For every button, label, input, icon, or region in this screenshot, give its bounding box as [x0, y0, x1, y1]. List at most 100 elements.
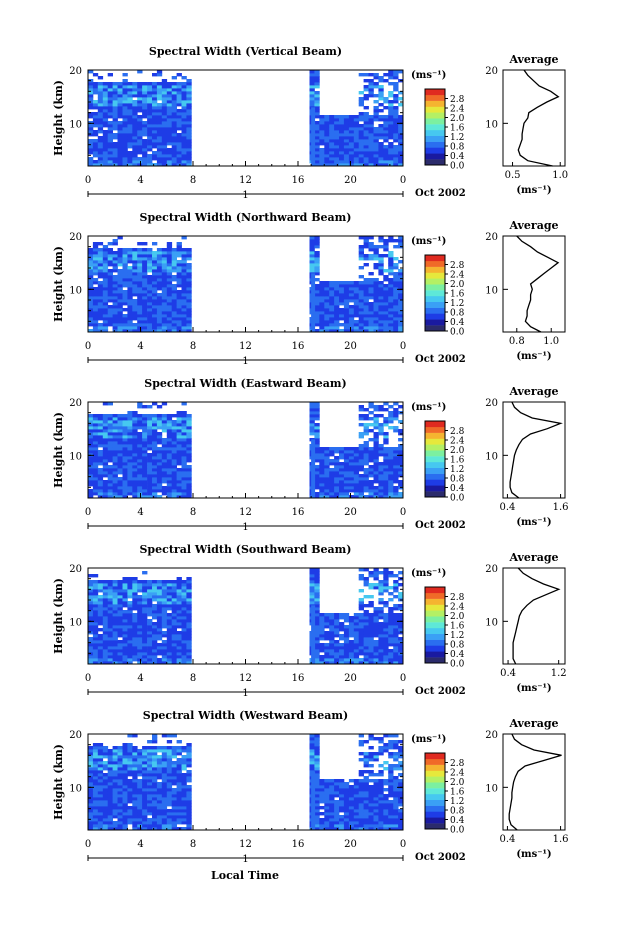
heatmap-cell [348, 465, 355, 469]
colorbar-swatch [425, 325, 445, 332]
heatmap-cell [161, 257, 168, 261]
average-y-tick-label: 20 [485, 66, 498, 77]
heatmap-cell [348, 625, 355, 629]
heatmap-cell [378, 586, 384, 590]
heatmap-cell [309, 405, 315, 409]
heatmap-cell [393, 266, 399, 270]
heatmap-cell [383, 640, 389, 644]
heatmap-cell [181, 263, 187, 267]
heatmap-cell [393, 317, 399, 321]
heatmap-cell [117, 127, 123, 131]
heatmap-cell [181, 640, 187, 644]
heatmap-cell [383, 794, 389, 798]
heatmap-cell [368, 794, 374, 798]
heatmap-cell [142, 486, 148, 490]
heatmap-cell [186, 480, 192, 484]
heatmap-cell [398, 492, 404, 496]
heatmap-cell [97, 112, 104, 116]
heatmap-cell [112, 269, 118, 273]
heatmap-cell [373, 314, 379, 318]
heatmap-cell [117, 423, 123, 427]
heatmap-cell [161, 127, 168, 131]
heatmap-cell [388, 236, 394, 240]
heatmap-cell [353, 139, 360, 143]
heatmap-cell [156, 417, 163, 421]
heatmap-cell [398, 631, 404, 635]
heatmap-cell [122, 468, 128, 472]
heatmap-cell [343, 151, 350, 155]
heatmap-cell [319, 296, 325, 300]
heatmap-cell [137, 827, 143, 831]
heatmap-cell [166, 432, 173, 436]
heatmap-cell [373, 435, 379, 439]
heatmap-cell [117, 251, 123, 255]
heatmap-cell [147, 643, 153, 647]
x-tick-label: 8 [190, 673, 196, 684]
heatmap-cell [127, 459, 133, 463]
heatmap-cell [92, 326, 99, 330]
heatmap-cell [102, 438, 109, 442]
heatmap-cell [378, 616, 384, 620]
heatmap-cell [161, 794, 168, 798]
heatmap-cell [166, 583, 173, 587]
heatmap-cell [368, 293, 374, 297]
heatmap-cell [112, 634, 118, 638]
heatmap-cell [176, 163, 182, 167]
heatmap-cell [107, 260, 113, 264]
heatmap-cell [378, 136, 384, 140]
heatmap-cell [398, 794, 404, 798]
heatmap-cell [324, 145, 330, 149]
heatmap-cell [152, 145, 158, 149]
heatmap-cell [373, 652, 379, 656]
heatmap-cell [166, 785, 173, 789]
heatmap-cell [378, 127, 384, 131]
heatmap-cell [314, 432, 320, 436]
heatmap-cell [186, 88, 192, 92]
heatmap-cell [147, 423, 153, 427]
heatmap-cell [166, 112, 173, 116]
heatmap-cell [152, 326, 158, 330]
heatmap-cell [166, 323, 173, 327]
heatmap-cell [137, 269, 143, 273]
heatmap-cell [92, 257, 99, 261]
heatmap-cell [102, 586, 109, 590]
heatmap-cell [92, 580, 99, 584]
heatmap-cell [88, 287, 94, 291]
heatmap-cell [102, 622, 109, 626]
heatmap-cell [142, 139, 148, 143]
heatmap-cell [142, 595, 148, 599]
heatmap-cell [181, 100, 187, 104]
heatmap-cell [166, 616, 173, 620]
heatmap-cell [368, 320, 374, 324]
heatmap-cell [122, 248, 128, 252]
heatmap-cell [137, 106, 143, 110]
heatmap-cell [137, 85, 143, 89]
heatmap-cell [92, 583, 99, 587]
heatmap-cell [339, 622, 345, 626]
heatmap-cell [171, 106, 177, 110]
heatmap-cell [171, 112, 177, 116]
heatmap-cell [97, 109, 104, 113]
heatmap-cell [92, 124, 99, 128]
heatmap-cell [373, 278, 379, 282]
heatmap-cell [363, 495, 369, 499]
heatmap-cell [358, 486, 364, 490]
heatmap-cell [127, 477, 133, 481]
heatmap-cell [132, 311, 138, 315]
heatmap-cell [147, 269, 153, 273]
heatmap-cell [176, 284, 182, 288]
heatmap-cell [314, 94, 320, 98]
heatmap-cell [363, 136, 369, 140]
heatmap-cell [97, 139, 104, 143]
heatmap-cell [363, 809, 369, 813]
heatmap-cell [156, 589, 163, 593]
heatmap-cell [142, 438, 148, 442]
colorbar-tick-label: 2.0 [450, 446, 465, 456]
heatmap-cell [373, 290, 379, 294]
heatmap-cell [176, 803, 182, 807]
heatmap-cell [309, 88, 315, 92]
heatmap-cell [122, 456, 128, 460]
heatmap-cell [186, 257, 192, 261]
heatmap-cell [117, 456, 123, 460]
heatmap-cell [373, 818, 379, 822]
